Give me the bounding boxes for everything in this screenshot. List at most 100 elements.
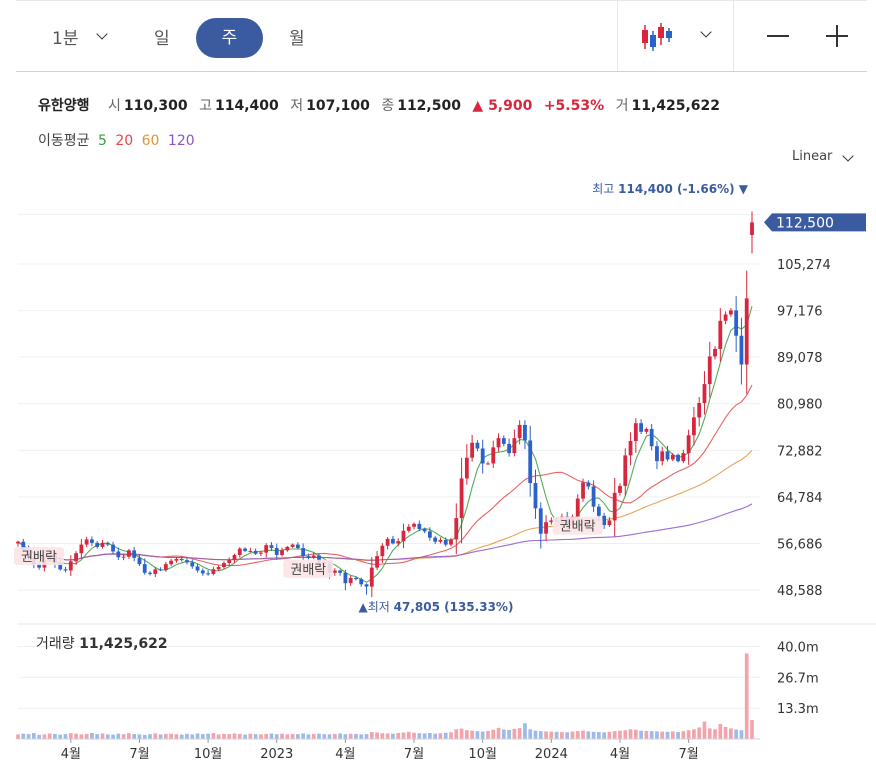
ma-20-label[interactable]: 20: [115, 133, 134, 149]
close-value: 112,500: [397, 98, 461, 114]
time-tick-label: 4월: [61, 747, 81, 762]
ma-legend-label: 이동평균: [38, 133, 90, 149]
candle-body: [206, 573, 211, 575]
candle-body: [581, 482, 585, 499]
interval-minute-select[interactable]: 1분: [52, 29, 79, 49]
candle-body: [533, 483, 538, 509]
ma-5-label[interactable]: 5: [97, 133, 107, 149]
price-tick-label: 80,980: [777, 398, 823, 413]
volume-tick-label: 26.7m: [777, 671, 819, 686]
candle-body: [364, 584, 369, 587]
volume-bar: [174, 734, 179, 739]
candle-body: [670, 454, 675, 460]
change-percent: +5.53%: [543, 98, 605, 114]
candle-body: [295, 544, 300, 549]
volume-bar: [517, 728, 522, 739]
candle-body: [116, 551, 121, 558]
volume-bar: [729, 728, 733, 739]
candle-body: [728, 310, 733, 315]
candle-body: [396, 541, 401, 544]
candle-body: [491, 447, 496, 464]
volume-bar: [296, 734, 300, 739]
candle-body: [369, 567, 374, 587]
candle-body: [734, 310, 739, 336]
volume-label: 거: [615, 98, 629, 114]
volume-bar: [422, 733, 427, 739]
interval-week-tab[interactable]: 주: [196, 18, 263, 58]
low-value: 107,100: [306, 98, 370, 114]
volume-bar: [486, 730, 490, 739]
candle-body: [317, 555, 321, 562]
time-tick-label: 10월: [468, 747, 497, 762]
interval-week-label: 주: [221, 28, 238, 48]
volume-bar: [512, 728, 517, 739]
candle-body: [459, 478, 464, 519]
candle-body: [507, 443, 511, 454]
volume-bar: [528, 729, 533, 739]
volume-bar: [533, 730, 538, 739]
volume-bar: [723, 726, 728, 739]
volume-bar: [470, 730, 474, 739]
volume-bar: [380, 733, 385, 739]
ma-120-label[interactable]: 120: [167, 133, 195, 149]
volume-bar: [523, 723, 527, 739]
ex-rights-marker: 권배락: [552, 516, 603, 535]
close-label: 종: [381, 98, 395, 114]
candle-body: [311, 555, 316, 558]
volume-bar: [375, 732, 379, 739]
candle-body: [126, 550, 131, 557]
interval-day-tab[interactable]: 일: [154, 29, 170, 49]
volume-bar: [406, 731, 411, 739]
volume-bar: [158, 734, 163, 739]
volume-bar: [105, 734, 110, 739]
volume-bar: [686, 730, 691, 739]
candle-body: [74, 553, 78, 562]
ex-rights-label: 권배락: [290, 563, 326, 578]
volume-bar: [491, 729, 496, 739]
candle-body: [681, 453, 686, 462]
candle-body: [750, 222, 754, 236]
volume-bar: [676, 732, 680, 739]
candle-body: [660, 451, 665, 462]
candle-body: [100, 542, 105, 547]
volume-bar: [169, 733, 173, 739]
volume-bar: [396, 732, 401, 739]
volume-bar: [116, 733, 121, 739]
candlestick-icon[interactable]: [640, 22, 674, 52]
volume-bar: [121, 734, 126, 739]
ma-60-label[interactable]: 60: [141, 133, 160, 149]
price-tick-label: 48,588: [777, 584, 823, 599]
scale-mode-select[interactable]: Linear: [792, 149, 854, 164]
volume-bar: [480, 731, 485, 739]
price-axis: 105,274 97,176 89,078 80,980 72,882 64,784 56,…: [764, 213, 866, 599]
candle-body: [269, 545, 274, 549]
candle-body: [649, 428, 654, 447]
candle-body: [222, 563, 226, 568]
volume-bar: [544, 731, 548, 739]
candle-body: [464, 457, 469, 479]
volume-bar: [190, 734, 195, 739]
volume-bar: [459, 728, 464, 739]
moving-average-legend: 이동평균 5 20 60 120: [38, 130, 199, 150]
open-label: 시: [107, 98, 121, 114]
candle-body: [633, 423, 638, 442]
minus-icon[interactable]: [767, 35, 789, 37]
time-tick-label: 2024: [535, 747, 568, 762]
ma-20-line: [17, 384, 753, 567]
candle-body: [486, 463, 490, 465]
volume-label: 거래량 11,425,622: [36, 636, 168, 652]
candle-body: [528, 440, 533, 484]
price-tick-label: 72,882: [777, 444, 823, 459]
ma-120-line: [17, 503, 753, 561]
interval-month-tab[interactable]: 월: [289, 29, 305, 49]
volume-bar: [586, 731, 591, 739]
volume-bar: [317, 733, 321, 739]
volume-bar: [21, 733, 26, 739]
candlesticks: [16, 211, 754, 598]
candle-body: [380, 545, 385, 557]
plus-icon-vertical[interactable]: [836, 25, 838, 47]
volume-bar: [718, 723, 723, 739]
candle-body: [63, 569, 68, 571]
volume-bar: [132, 733, 137, 739]
